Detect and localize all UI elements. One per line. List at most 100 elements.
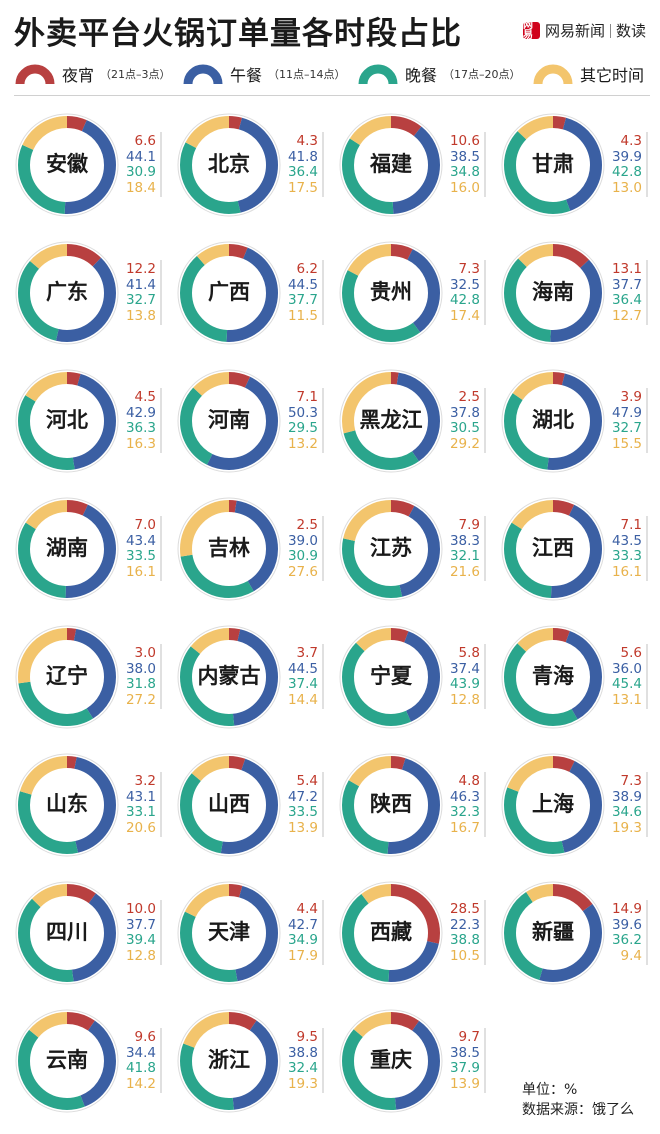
province-card: 安徽 6.6 44.1 30.9 18.4 [14,110,176,238]
donut-outline [501,881,605,985]
donut-segment [342,628,440,726]
data-label: 3.2 [134,773,156,789]
data-label: 18.4 [125,179,156,196]
donut-outline [15,241,119,345]
value-divider [160,132,162,197]
donut-segment [504,500,602,598]
donut-segment [504,244,602,342]
province-card: 广西 6.2 44.5 37.7 11.5 [176,238,338,366]
donut-chart [15,753,119,857]
data-label: 45.4 [611,676,642,693]
donut-segment [504,500,602,598]
value-list: 2.5 37.8 30.5 29.2 [444,389,480,452]
data-label: 17.5 [287,179,318,196]
donut-segment [504,756,602,854]
donut-outline [15,625,119,729]
data-label: 39.4 [125,932,156,949]
data-label: 32.4 [287,1060,318,1077]
donut-segment [18,244,116,342]
donut-grid: 安徽 6.6 44.1 30.9 18.4 北京 4.3 41.8 36.4 17.5 福建 10.6… [14,110,660,1134]
donut-outline [15,753,119,857]
province-card: 甘肃 4.3 39.9 42.8 13.0 [500,110,660,238]
donut-segment [18,756,116,854]
data-label: 10.5 [449,947,480,964]
data-label: 9.5 [296,1029,318,1045]
donut-segment [504,372,602,470]
data-label: 36.2 [611,932,642,949]
donut-chart [177,881,281,985]
donut-chart [339,625,443,729]
province-card: 湖北 3.9 47.9 32.7 15.5 [500,366,660,494]
donut-segment [342,372,440,470]
province-name: 安徽 [46,152,88,176]
value-list: 10.6 38.5 34.8 16.0 [444,133,480,196]
value-divider [322,1028,324,1093]
province-name: 江苏 [370,536,412,560]
province-card: 湖南 7.0 43.4 33.5 16.1 [14,494,176,622]
donut-outline [501,625,605,729]
donut-outline [177,625,281,729]
donut-segment [180,756,278,854]
data-label: 7.1 [620,517,642,533]
province-name: 山东 [46,792,88,816]
legend-arc-icon [15,64,55,85]
province-name: 河南 [208,408,250,432]
province-name: 福建 [370,152,412,176]
donut-chart [177,1009,281,1113]
brand-divider [609,23,611,38]
value-divider [646,516,648,581]
province-card: 四川 10.0 37.7 39.4 12.8 [14,878,176,1006]
province-name: 青海 [532,664,574,688]
donut-segment [504,244,602,342]
data-label: 2.5 [458,389,480,405]
value-divider [160,388,162,453]
data-label: 36.4 [287,164,318,181]
donut-segment [18,116,116,214]
province-name: 北京 [208,152,250,176]
data-label: 5.8 [458,645,480,661]
donut-chart [177,113,281,217]
donut-outline [339,625,443,729]
province-name: 内蒙古 [197,664,261,688]
data-label: 43.4 [125,532,156,549]
donut-segment [342,500,440,598]
legend-arc-icon [533,64,573,85]
data-label: 9.7 [458,1029,480,1045]
value-divider [646,132,648,197]
donut-chart [15,625,119,729]
donut-segment [342,884,440,982]
brand-logo-icon: 网易 [522,20,540,40]
donut-segment [18,116,116,214]
data-label: 42.9 [125,404,156,421]
province-name: 宁夏 [370,664,412,688]
data-label: 44.5 [287,660,318,677]
value-list: 4.8 46.3 32.3 16.7 [444,773,480,836]
donut-segment [180,244,278,342]
donut-segment [180,628,278,726]
data-label: 33.3 [611,548,642,565]
province-name: 广东 [46,280,88,304]
legend-range: 11点–14点 [268,66,346,82]
donut-segment [504,244,602,342]
donut-outline [15,881,119,985]
donut-outline [501,113,605,217]
donut-segment [342,756,440,854]
data-label: 33.5 [287,804,318,821]
donut-segment [180,500,278,598]
donut-segment [18,500,116,598]
data-label: 43.9 [449,676,480,693]
donut-segment [180,372,278,470]
value-list: 14.9 39.6 36.2 9.4 [606,901,642,964]
donut-segment [18,756,116,854]
data-label: 20.6 [125,819,156,836]
value-divider [322,132,324,197]
donut-chart [177,753,281,857]
data-label: 36.0 [611,660,642,677]
value-list: 9.5 38.8 32.4 19.3 [282,1029,318,1092]
province-card: 浙江 9.5 38.8 32.4 19.3 [176,1006,338,1134]
value-list: 5.4 47.2 33.5 13.9 [282,773,318,836]
donut-segment [504,756,602,854]
data-label: 22.3 [449,916,480,933]
value-divider [322,260,324,325]
donut-chart [177,625,281,729]
